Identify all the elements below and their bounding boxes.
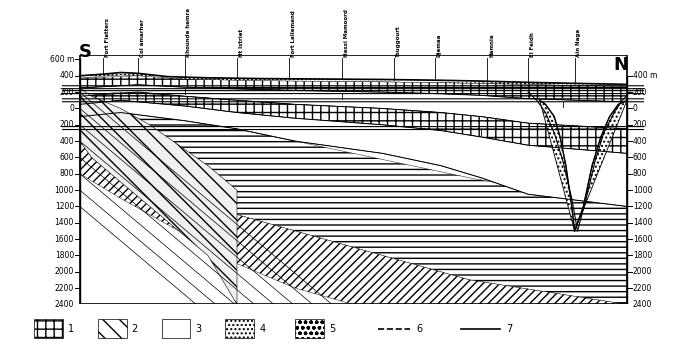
Text: 2000: 2000 bbox=[55, 267, 74, 276]
Text: 600 m: 600 m bbox=[50, 55, 74, 64]
Text: 1800: 1800 bbox=[633, 251, 652, 260]
Text: 1400: 1400 bbox=[55, 218, 74, 227]
Text: Touggourt: Touggourt bbox=[396, 25, 401, 57]
Text: 1: 1 bbox=[68, 324, 74, 334]
Text: 1600: 1600 bbox=[633, 235, 652, 244]
Polygon shape bbox=[80, 76, 627, 102]
Text: Djemaa: Djemaa bbox=[437, 34, 441, 57]
Polygon shape bbox=[80, 141, 627, 304]
Polygon shape bbox=[540, 100, 627, 231]
Text: 1000: 1000 bbox=[633, 186, 652, 195]
Text: 200: 200 bbox=[60, 120, 74, 129]
Text: El Feidh: El Feidh bbox=[530, 32, 535, 57]
Text: 200: 200 bbox=[633, 88, 647, 97]
Text: 0: 0 bbox=[69, 104, 74, 113]
Text: 2200: 2200 bbox=[633, 284, 652, 293]
Text: Col amarher: Col amarher bbox=[140, 19, 145, 57]
Text: Ain Naga: Ain Naga bbox=[577, 29, 581, 57]
Text: 200: 200 bbox=[60, 88, 74, 97]
Text: Ht Istriet: Ht Istriet bbox=[239, 29, 244, 57]
Bar bbox=[98, 319, 127, 338]
Text: 400: 400 bbox=[60, 71, 74, 80]
Polygon shape bbox=[80, 92, 627, 153]
Text: S: S bbox=[79, 43, 92, 61]
Bar bbox=[295, 319, 324, 338]
Text: 1200: 1200 bbox=[55, 202, 74, 211]
Bar bbox=[225, 319, 254, 338]
Text: 400: 400 bbox=[60, 137, 74, 146]
Text: 800: 800 bbox=[633, 169, 647, 178]
Text: 1400: 1400 bbox=[633, 218, 652, 227]
Text: 4: 4 bbox=[259, 324, 265, 334]
Text: 1600: 1600 bbox=[55, 235, 74, 244]
Polygon shape bbox=[80, 100, 627, 207]
Text: 0: 0 bbox=[633, 104, 638, 113]
Text: 2400: 2400 bbox=[633, 300, 652, 309]
Text: 6: 6 bbox=[416, 324, 423, 334]
Text: 3: 3 bbox=[195, 324, 202, 334]
Text: Fort Lallemand: Fort Lallemand bbox=[291, 10, 296, 57]
Text: N: N bbox=[614, 56, 629, 74]
Text: 400: 400 bbox=[633, 137, 647, 146]
Text: 2200: 2200 bbox=[55, 284, 74, 293]
Text: 400 m: 400 m bbox=[633, 71, 657, 80]
Polygon shape bbox=[80, 88, 627, 304]
Text: 600: 600 bbox=[60, 153, 74, 162]
Polygon shape bbox=[80, 73, 627, 86]
Text: 1000: 1000 bbox=[55, 186, 74, 195]
Text: Hassi Mamoord: Hassi Mamoord bbox=[344, 9, 349, 57]
Text: 2: 2 bbox=[132, 324, 138, 334]
Text: Hamnia: Hamnia bbox=[489, 33, 494, 57]
Text: Fort Flatters: Fort Flatters bbox=[105, 18, 110, 57]
Text: 1200: 1200 bbox=[633, 202, 652, 211]
Text: 200: 200 bbox=[633, 120, 647, 129]
Bar bbox=[161, 319, 191, 338]
Text: 1800: 1800 bbox=[55, 251, 74, 260]
Polygon shape bbox=[80, 88, 237, 304]
Text: 2400: 2400 bbox=[55, 300, 74, 309]
Text: 600: 600 bbox=[633, 153, 647, 162]
Text: 2000: 2000 bbox=[633, 267, 652, 276]
Text: Rhounde hamra: Rhounde hamra bbox=[186, 8, 191, 57]
Bar bbox=[34, 319, 63, 338]
Text: 800: 800 bbox=[60, 169, 74, 178]
Polygon shape bbox=[80, 85, 627, 129]
Text: 7: 7 bbox=[506, 324, 512, 334]
Text: 5: 5 bbox=[329, 324, 335, 334]
